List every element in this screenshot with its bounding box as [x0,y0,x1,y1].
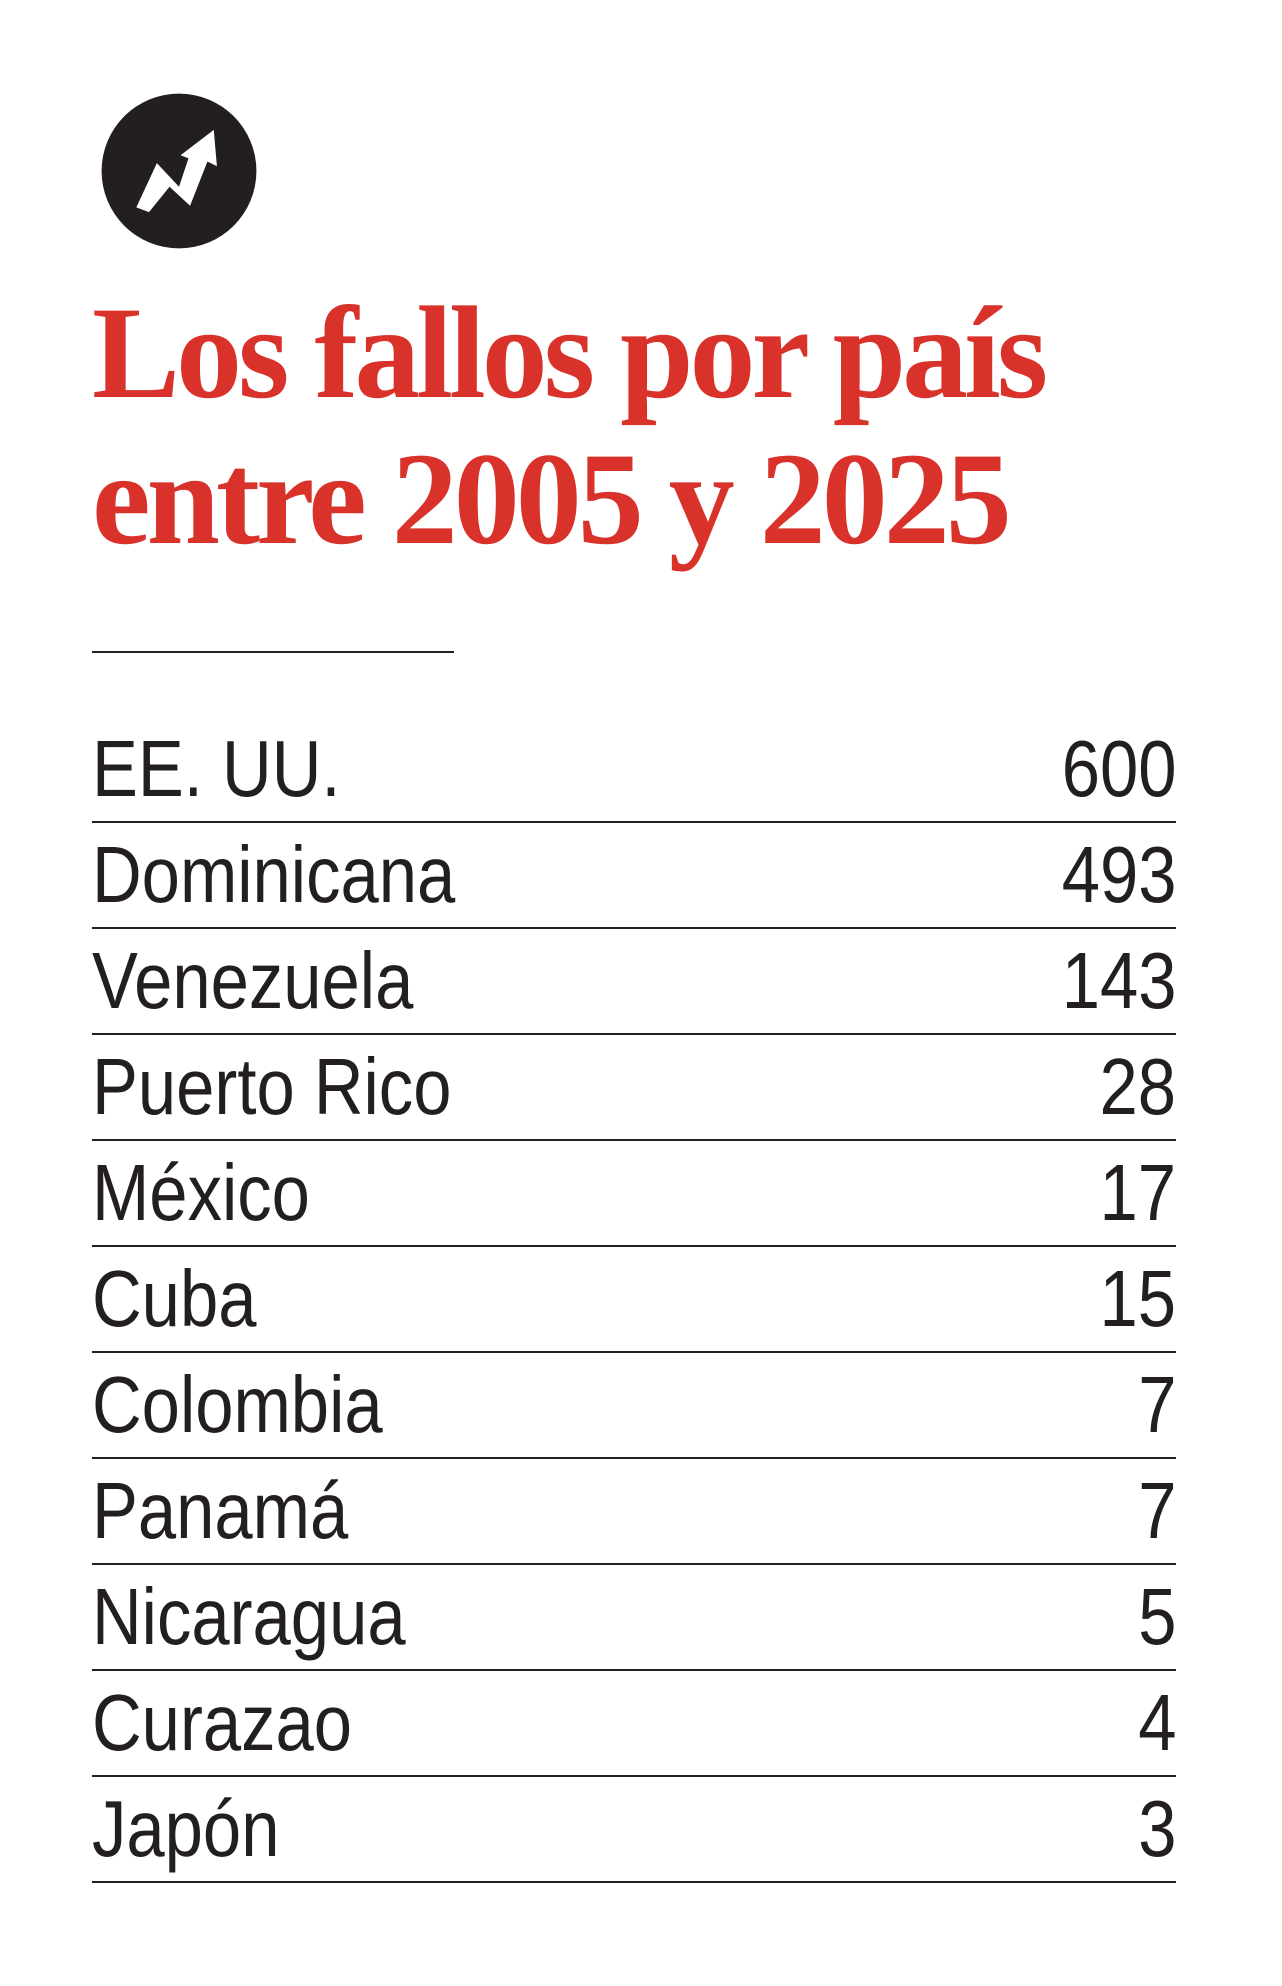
country-name: Panamá [92,1466,349,1555]
country-table: EE. UU. 600 Dominicana 493 Venezuela 143 Puert… [92,717,1176,1883]
ruling-count: 143 [1061,936,1176,1025]
title-divider [92,651,454,653]
ruling-count: 15 [1099,1254,1176,1343]
ruling-count: 5 [1137,1572,1176,1661]
ruling-count: 3 [1137,1784,1176,1873]
table-row: Curazao 4 [92,1671,1176,1777]
ruling-count: 28 [1099,1042,1176,1131]
country-name: Colombia [92,1360,383,1449]
country-name: Venezuela [92,936,414,1025]
table-row: Dominicana 493 [92,823,1176,929]
country-name: Curazao [92,1678,353,1767]
country-name: Nicaragua [92,1572,406,1661]
country-name: Dominicana [92,830,456,919]
ruling-count: 7 [1137,1466,1176,1555]
ruling-count: 17 [1099,1148,1176,1237]
page-title: Los fallos por país entre 2005 y 2025 [92,279,1048,572]
table-row: Venezuela 143 [92,929,1176,1035]
table-row: Colombia 7 [92,1353,1176,1459]
table-row: Puerto Rico 28 [92,1035,1176,1141]
country-name: Puerto Rico [92,1042,452,1131]
ruling-count: 4 [1137,1678,1176,1767]
trend-arrow-icon [101,93,257,249]
table-row: Cuba 15 [92,1247,1176,1353]
country-name: EE. UU. [92,724,341,813]
country-name: Japón [92,1784,280,1873]
table-row: EE. UU. 600 [92,717,1176,823]
table-row: Nicaragua 5 [92,1565,1176,1671]
table-row: Panamá 7 [92,1459,1176,1565]
ruling-count: 7 [1137,1360,1176,1449]
table-row: Japón 3 [92,1777,1176,1883]
country-name: Cuba [92,1254,257,1343]
ruling-count: 600 [1061,724,1176,813]
country-name: México [92,1148,310,1237]
table-row: México 17 [92,1141,1176,1247]
ruling-count: 493 [1061,830,1176,919]
